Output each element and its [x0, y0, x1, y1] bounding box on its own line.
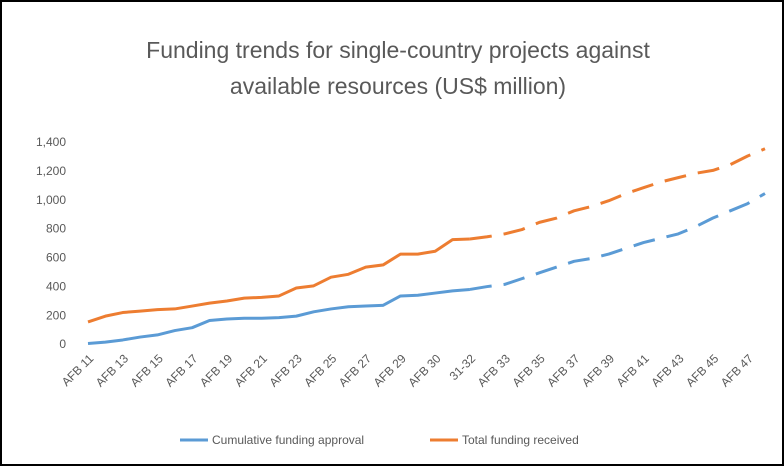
- series-line-projected: [469, 147, 766, 241]
- chart-title: available resources (US$ million): [230, 73, 566, 99]
- y-tick-label: 1,000: [36, 193, 66, 207]
- chart-title: Funding trends for single-country projec…: [146, 37, 650, 63]
- series-line: [87, 287, 471, 346]
- y-tick-label: 1,200: [36, 164, 66, 178]
- y-tick-label: 200: [46, 308, 66, 322]
- series-line-projected: [469, 192, 766, 291]
- y-tick-label: 600: [46, 251, 66, 265]
- legend-label: Total funding received: [462, 433, 579, 447]
- y-tick-label: 0: [59, 337, 66, 351]
- y-tick-label: 400: [46, 279, 66, 293]
- series-line: [87, 237, 470, 324]
- y-tick-label: 800: [46, 222, 66, 236]
- y-tick-label: 1,400: [36, 135, 66, 149]
- legend-label: Cumulative funding approval: [212, 433, 364, 447]
